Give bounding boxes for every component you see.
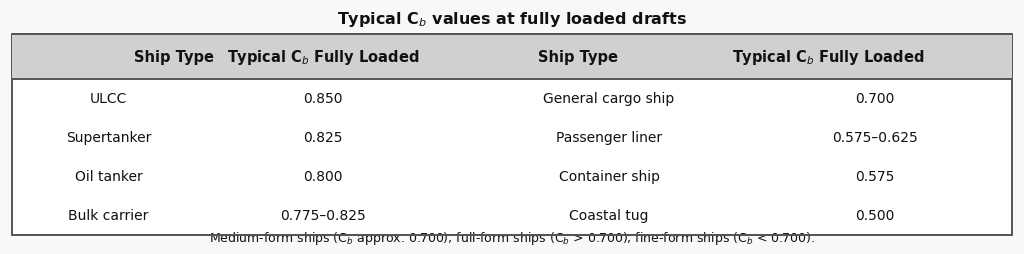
- Text: Bulk carrier: Bulk carrier: [69, 209, 148, 223]
- Text: 0.575–0.625: 0.575–0.625: [831, 131, 918, 145]
- Text: 0.800: 0.800: [303, 170, 343, 184]
- Text: 0.850: 0.850: [303, 92, 343, 106]
- Text: Coastal tug: Coastal tug: [569, 209, 649, 223]
- Text: Oil tanker: Oil tanker: [75, 170, 142, 184]
- Text: 0.775–0.825: 0.775–0.825: [281, 209, 366, 223]
- Text: Typical C$_b$ Fully Loaded: Typical C$_b$ Fully Loaded: [732, 48, 925, 67]
- Text: General cargo ship: General cargo ship: [544, 92, 675, 106]
- Text: 0.575: 0.575: [855, 170, 894, 184]
- Text: Ship Type: Ship Type: [539, 50, 618, 65]
- Text: Passenger liner: Passenger liner: [556, 131, 663, 145]
- Text: Typical C$_b$ Fully Loaded: Typical C$_b$ Fully Loaded: [227, 48, 419, 67]
- Text: Typical C$_b$ values at fully loaded drafts: Typical C$_b$ values at fully loaded dra…: [337, 10, 687, 29]
- Text: Ship Type: Ship Type: [134, 50, 214, 65]
- Text: 0.700: 0.700: [855, 92, 894, 106]
- Text: Container ship: Container ship: [558, 170, 659, 184]
- Text: 0.825: 0.825: [303, 131, 343, 145]
- FancyBboxPatch shape: [11, 35, 1013, 235]
- Text: 0.500: 0.500: [855, 209, 894, 223]
- FancyBboxPatch shape: [11, 35, 1013, 79]
- Text: Medium-form ships (C$_b$ approx. 0.700), full-form ships (C$_b$ > 0.700), fine-f: Medium-form ships (C$_b$ approx. 0.700),…: [209, 229, 815, 246]
- Text: ULCC: ULCC: [90, 92, 127, 106]
- Text: Supertanker: Supertanker: [66, 131, 152, 145]
